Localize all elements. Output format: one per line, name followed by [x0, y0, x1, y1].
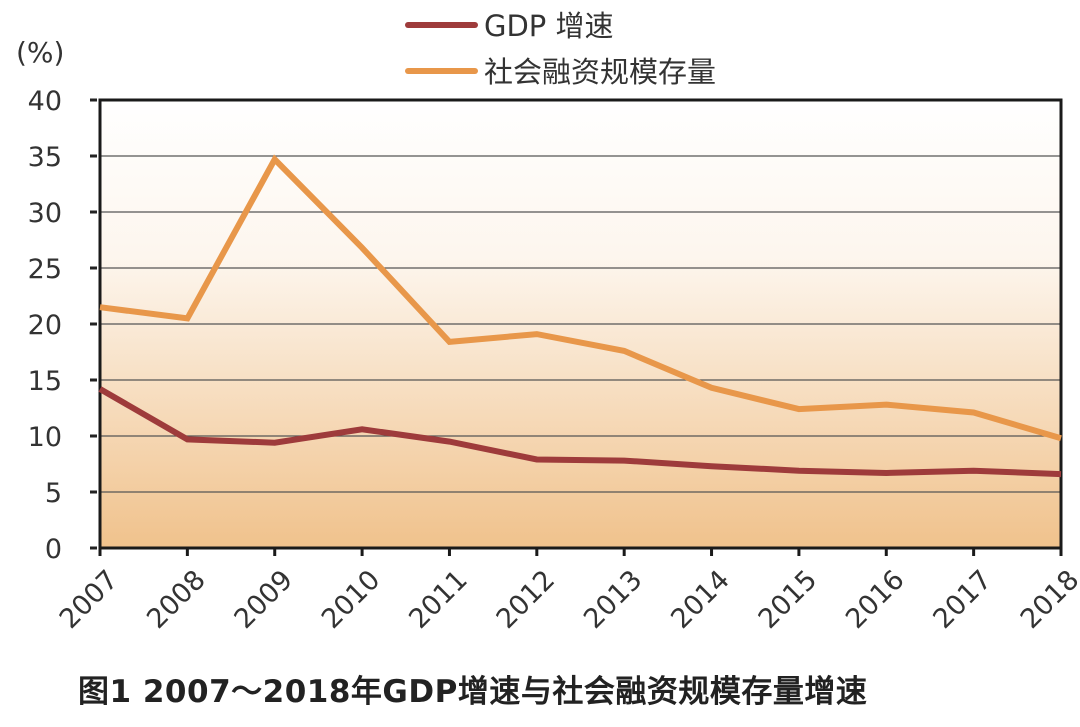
- series-lines: [98, 154, 1062, 478]
- y-tick-label: 10: [28, 422, 62, 453]
- x-tick-label: 2017: [927, 564, 998, 635]
- gdp-growth-line: [98, 386, 1062, 478]
- gridlines: [100, 155, 1061, 493]
- social-financing-line: [99, 154, 1062, 442]
- axes: [98, 98, 1063, 550]
- x-tick-label: 2012: [491, 564, 562, 635]
- y-tick-label: 30: [28, 198, 62, 229]
- legend-label: GDP 增速: [484, 9, 614, 43]
- y-tick-label: 20: [28, 310, 62, 341]
- y-tick-label: 35: [28, 142, 62, 173]
- x-tick-label: 2014: [665, 564, 736, 635]
- x-axis-ticks: 2007 2008 2009 2010 2011 2012 2013 2014 2015 2016…: [54, 548, 1080, 635]
- x-tick-label: 2013: [578, 564, 649, 635]
- y-tick-label: 15: [28, 366, 62, 397]
- x-tick-label: 2008: [141, 564, 212, 635]
- figure-caption: 图1 2007～2018年GDP增速与社会融资规模存量增速: [78, 674, 868, 710]
- x-tick-label: 2011: [403, 564, 474, 635]
- y-axis-ticks: 0 5 10 15 20 25 30 35 40: [28, 86, 97, 565]
- x-tick-label: 2010: [316, 564, 387, 635]
- y-tick-label: 0: [45, 534, 62, 565]
- y-tick-label: 5: [45, 478, 62, 509]
- x-tick-label: 2016: [840, 564, 911, 635]
- legend-label: 社会融资规模存量: [484, 55, 716, 89]
- y-tick-label: 25: [28, 254, 62, 285]
- x-tick-label: 2009: [229, 564, 300, 635]
- y-tick-label: 40: [28, 86, 62, 117]
- x-tick-label: 2018: [1015, 564, 1080, 635]
- x-tick-label: 2007: [54, 564, 125, 635]
- x-tick-label: 2015: [753, 564, 824, 635]
- y-axis-unit-label: (%): [16, 36, 64, 69]
- plot-frame: [98, 98, 1063, 550]
